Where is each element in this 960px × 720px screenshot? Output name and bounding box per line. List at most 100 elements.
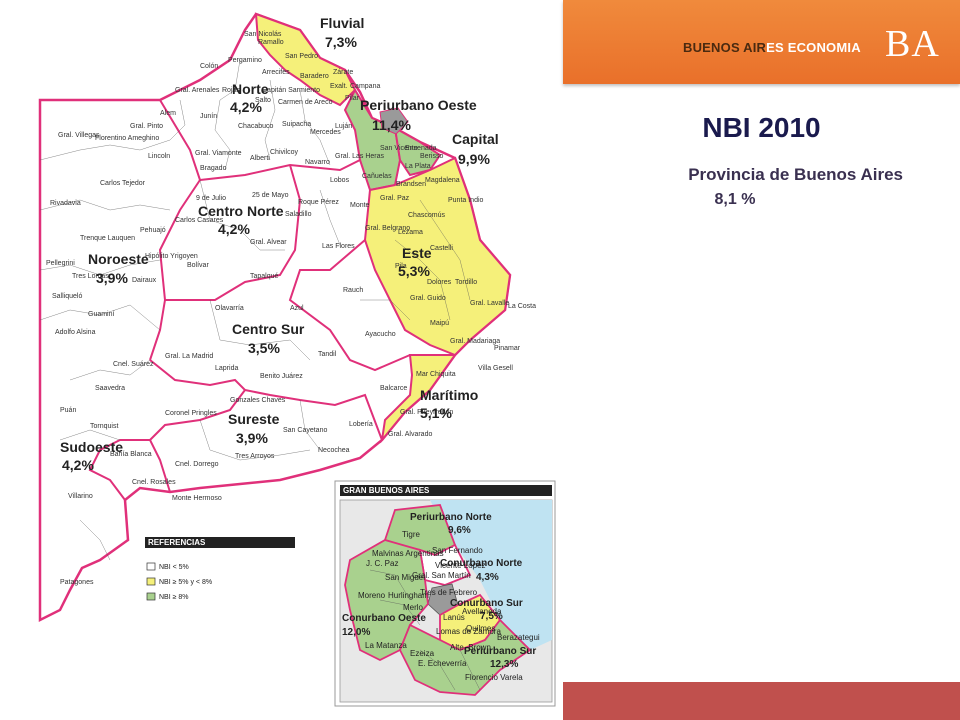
municipio-label: Vicente López <box>435 561 486 570</box>
region-value-centro-sur: 3,5% <box>248 340 280 356</box>
municipio-label: Roque Pérez <box>298 199 339 206</box>
legend-label-yellow: NBI ≥ 5% y < 8% <box>159 579 212 586</box>
municipio-label: Ayacucho <box>365 331 396 338</box>
municipio-label: Junín <box>200 113 217 120</box>
municipio-label: San Vicente <box>380 145 418 152</box>
municipio-label: Bragado <box>200 165 227 172</box>
municipio-label: Moreno <box>358 591 386 600</box>
municipio-label: Gral. Alvarado <box>388 431 432 438</box>
municipio-label: Avellaneda <box>462 607 502 616</box>
municipio-label: Bahía Blanca <box>110 451 152 458</box>
region-name-sudoeste: Sudoeste <box>60 439 123 455</box>
municipio-label: Gral. Alvear <box>250 239 287 246</box>
municipio-label: Chascomús <box>408 212 445 219</box>
brand-wordmark: BUENOS AIRES ECONOMIA <box>683 40 861 55</box>
municipio-label: Zárate <box>333 69 353 76</box>
municipio-label: Arrecifes <box>262 69 290 76</box>
municipio-label: Lanús <box>443 613 465 622</box>
municipio-label: Maipú <box>430 320 449 327</box>
municipio-label: Brandsen <box>396 181 426 188</box>
municipio-label: Dairaux <box>132 277 157 284</box>
region-value-este: 5,3% <box>398 263 430 279</box>
municipio-label: Tres Lomas <box>72 273 109 280</box>
municipio-label: Tapalqué <box>250 273 279 280</box>
municipio-label: Gral. Lavalle <box>470 300 509 307</box>
region-este-fill <box>363 156 512 357</box>
municipio-label: Las Flores <box>322 243 355 250</box>
municipio-label: Saavedra <box>95 385 125 392</box>
municipio-label: Patagones <box>60 579 94 586</box>
municipio-label: San Pedro <box>285 53 318 60</box>
municipio-label: San Miguel <box>385 573 425 582</box>
region-name-centro-norte: Centro Norte <box>198 203 284 219</box>
inset-title-bar <box>340 485 552 496</box>
municipio-label: Gral. Pueyrredón <box>400 409 453 416</box>
municipio-label: Castelli <box>430 245 453 252</box>
region-name-norte: Norte <box>232 81 269 97</box>
municipio-label: Ramallo <box>258 39 284 46</box>
municipio-label: Berazategui <box>497 633 540 642</box>
region-borders <box>88 99 411 501</box>
municipio-label: Florencio Varela <box>465 673 523 682</box>
region-value-capital: 9,9% <box>458 151 490 167</box>
municipio-label: Baradero <box>300 73 329 80</box>
region-value-periurbano-oeste: 11,4% <box>372 117 411 133</box>
municipio-label: Guaminí <box>88 311 115 318</box>
municipio-label: E. Echeverría <box>418 659 467 668</box>
ba-logo: BA <box>885 23 940 65</box>
page-title: NBI 2010 <box>702 112 821 143</box>
footer-bar <box>563 682 960 720</box>
municipio-label: Carlos Casares <box>175 217 224 224</box>
municipio-label: Saladillo <box>285 211 312 218</box>
municipio-label: Gral. Guido <box>410 295 446 302</box>
inset-name-conurbano-norte: Conurbano Norte <box>440 558 523 569</box>
municipio-label: Gral. Paz <box>380 195 410 202</box>
region-value-noroeste: 3,9% <box>96 270 128 286</box>
municipio-label: Tandil <box>318 351 337 358</box>
municipio-label: Chivilcoy <box>270 149 299 156</box>
legend-label-green: NBI ≥ 8% <box>159 594 189 601</box>
municipio-label: Necochea <box>318 447 350 454</box>
municipio-label: Bolívar <box>187 262 209 269</box>
municipio-label: Gral. La Madrid <box>165 353 213 360</box>
municipio-label: 9 de Julio <box>196 195 226 202</box>
legend-swatch-green <box>146 592 156 601</box>
municipio-label: Malvinas Argentinas <box>372 549 444 558</box>
municipio-label: Hipólito Yrigoyen <box>145 253 198 260</box>
legend-label-white: NBI < 5% <box>159 564 189 571</box>
municipio-label: Punta Indio <box>448 197 484 204</box>
region-value-fluvial: 7,3% <box>325 34 357 50</box>
region-value-centro-norte: 4,2% <box>218 221 250 237</box>
municipio-label: Coronel Pringles <box>165 410 217 417</box>
municipio-label: Carmen de Areco <box>278 99 333 106</box>
municipio-label: Salliqueló <box>52 293 82 300</box>
municipio-label: Olavarría <box>215 305 244 312</box>
legend-swatch-yellow <box>146 577 156 586</box>
inset-value-conurbano-oeste: 12,0% <box>342 627 370 638</box>
municipio-label: Azul <box>290 305 304 312</box>
municipio-label: Ensenada <box>405 145 437 152</box>
municipio-label: Rivadavia <box>50 200 81 207</box>
region-name-noroeste: Noroeste <box>88 251 149 267</box>
region-fluvial-fill <box>254 12 357 107</box>
header-bar: BUENOS AIRES ECONOMIA BA <box>563 0 960 84</box>
region-name-capital: Capital <box>452 131 499 147</box>
inset-value-conurbano-sur: 7,5% <box>480 611 503 622</box>
region-name-sureste: Sureste <box>228 411 280 427</box>
municipio-label: J. C. Paz <box>366 559 398 568</box>
legend-title-bar <box>145 537 295 548</box>
municipio-label: Gral. Madariaga <box>450 338 500 345</box>
municipio-label: Trenque Lauquen <box>80 235 135 242</box>
region-value-norte: 4,2% <box>230 99 262 115</box>
inset-region-labels: Periurbano Norte 9,6% Conurbano Norte 4,… <box>342 512 536 670</box>
municipio-label: Gral. Arenales <box>175 87 220 94</box>
municipio-label: Adolfo Alsina <box>55 329 96 336</box>
municipio-label: Navarro <box>305 159 330 166</box>
inset-name-conurbano-sur: Conurbano Sur <box>450 598 523 609</box>
municipio-label: Gral. Pinto <box>130 123 163 130</box>
municipio-label: Lezama <box>398 229 423 236</box>
inset-name-periurbano-sur: Periurbano Sur <box>464 646 536 657</box>
legend-title: REFERENCIAS <box>148 538 206 547</box>
gba-inset: GRAN BUENOS AIRES Tigre San Fernando Mal… <box>334 480 556 707</box>
